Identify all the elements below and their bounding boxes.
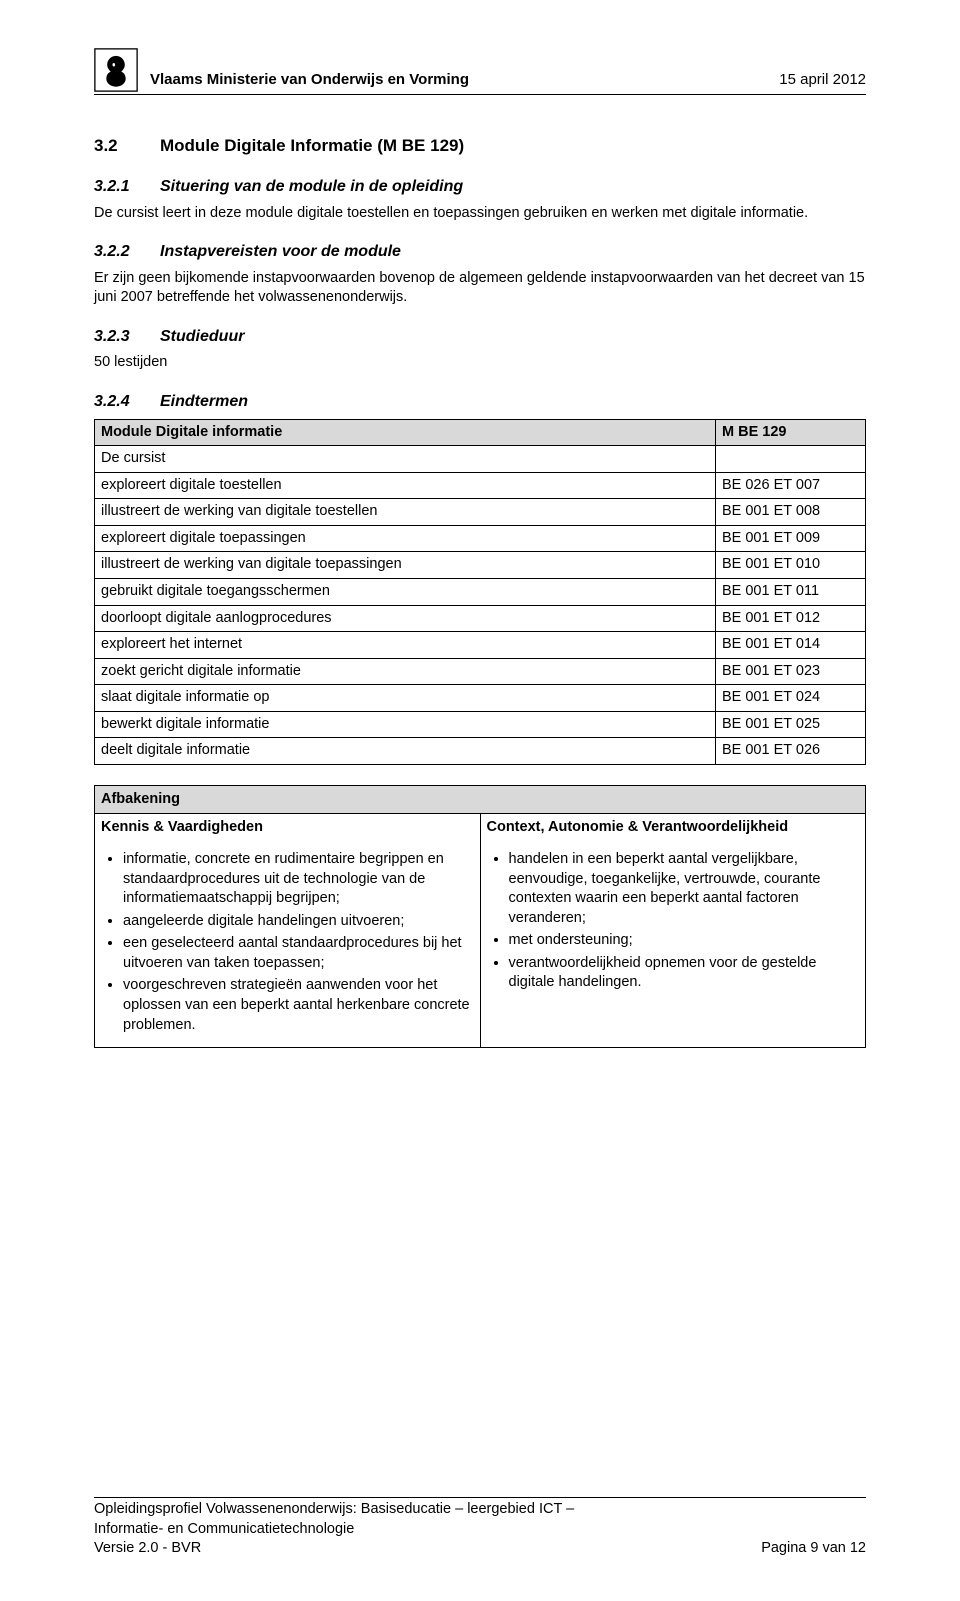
subsection-title: Situering van de module in de opleiding	[160, 176, 463, 198]
table-header-module: Module Digitale informatie	[95, 419, 716, 446]
table-cell-text: gebruikt digitale toegangsschermen	[95, 578, 716, 605]
table-row: zoekt gericht digitale informatieBE 001 …	[95, 658, 866, 685]
footer-line2: Informatie- en Communicatietechnologie	[94, 1520, 866, 1540]
table-cell-code: BE 001 ET 008	[716, 499, 866, 526]
subsection-title: Instapvereisten voor de module	[160, 241, 401, 263]
table-row: slaat digitale informatie opBE 001 ET 02…	[95, 685, 866, 712]
table-cell-text: zoekt gericht digitale informatie	[95, 658, 716, 685]
table-subheader: De cursist	[95, 446, 716, 473]
table-cell-text: exploreert digitale toestellen	[95, 472, 716, 499]
subsection-heading: 3.2.2 Instapvereisten voor de module	[94, 241, 866, 263]
table-cell-text: deelt digitale informatie	[95, 738, 716, 765]
footer-version: Versie 2.0 - BVR	[94, 1539, 201, 1559]
table-cell-code: BE 001 ET 025	[716, 711, 866, 738]
table-row: bewerkt digitale informatieBE 001 ET 025	[95, 711, 866, 738]
table-cell-code: BE 001 ET 010	[716, 552, 866, 579]
list-item: aangeleerde digitale handelingen uitvoer…	[123, 912, 474, 932]
subsection-number: 3.2.1	[94, 176, 142, 198]
header-date: 15 april 2012	[779, 70, 866, 92]
afbakening-left-header: Kennis & Vaardigheden	[101, 819, 263, 835]
context-list: handelen in een beperkt aantal vergelijk…	[487, 850, 860, 993]
afbakening-table: Afbakening Kennis & Vaardigheden Context…	[94, 785, 866, 1048]
page-footer: Opleidingsprofiel Volwassenenonderwijs: …	[94, 1497, 866, 1559]
list-item: verantwoordelijkheid opnemen voor de ges…	[509, 954, 860, 993]
table-row: deelt digitale informatieBE 001 ET 026	[95, 738, 866, 765]
table-cell-text: exploreert digitale toepassingen	[95, 525, 716, 552]
afbakening-right-header: Context, Autonomie & Verantwoordelijkhei…	[487, 819, 789, 835]
subsection-title: Eindtermen	[160, 391, 248, 413]
afbakening-title: Afbakening	[95, 785, 866, 814]
table-cell-text: illustreert de werking van digitale toes…	[95, 499, 716, 526]
table-row: exploreert het internetBE 001 ET 014	[95, 632, 866, 659]
table-cell-text: exploreert het internet	[95, 632, 716, 659]
kennis-list: informatie, concrete en rudimentaire beg…	[101, 850, 474, 1035]
table-cell-text: doorloopt digitale aanlogprocedures	[95, 605, 716, 632]
table-row: illustreert de werking van digitale toes…	[95, 499, 866, 526]
list-item: informatie, concrete en rudimentaire beg…	[123, 850, 474, 909]
section-heading: 3.2 Module Digitale Informatie (M BE 129…	[94, 135, 866, 158]
subsection-number: 3.2.2	[94, 241, 142, 263]
table-row: exploreert digitale toepassingenBE 001 E…	[95, 525, 866, 552]
table-cell-code: BE 001 ET 012	[716, 605, 866, 632]
table-cell-text: illustreert de werking van digitale toep…	[95, 552, 716, 579]
table-cell-text: slaat digitale informatie op	[95, 685, 716, 712]
paragraph: De cursist leert in deze module digitale…	[94, 204, 866, 224]
page-header: Vlaams Ministerie van Onderwijs en Vormi…	[94, 48, 866, 95]
subsection-number: 3.2.4	[94, 391, 142, 413]
table-cell-code: BE 001 ET 014	[716, 632, 866, 659]
subsection-number: 3.2.3	[94, 326, 142, 348]
subsection-heading: 3.2.3 Studieduur	[94, 326, 866, 348]
table-cell-code: BE 001 ET 026	[716, 738, 866, 765]
list-item: een geselecteerd aantal standaardprocedu…	[123, 934, 474, 973]
header-ministry: Vlaams Ministerie van Onderwijs en Vormi…	[150, 70, 469, 92]
table-row: gebruikt digitale toegangsschermenBE 001…	[95, 578, 866, 605]
table-cell-code: BE 001 ET 024	[716, 685, 866, 712]
table-cell-text: bewerkt digitale informatie	[95, 711, 716, 738]
list-item: handelen in een beperkt aantal vergelijk…	[509, 850, 860, 928]
table-header-code: M BE 129	[716, 419, 866, 446]
paragraph: 50 lestijden	[94, 353, 866, 373]
table-cell-code: BE 001 ET 009	[716, 525, 866, 552]
table-row: doorloopt digitale aanlogproceduresBE 00…	[95, 605, 866, 632]
subsection-heading: 3.2.1 Situering van de module in de ople…	[94, 176, 866, 198]
paragraph: Er zijn geen bijkomende instapvoorwaarde…	[94, 269, 866, 308]
flanders-lion-icon	[94, 48, 138, 92]
list-item: voorgeschreven strategieën aanwenden voo…	[123, 976, 474, 1035]
table-cell-code: BE 001 ET 011	[716, 578, 866, 605]
table-row: illustreert de werking van digitale toep…	[95, 552, 866, 579]
subsection-title: Studieduur	[160, 326, 244, 348]
table-row: exploreert digitale toestellenBE 026 ET …	[95, 472, 866, 499]
section-number: 3.2	[94, 135, 142, 158]
table-cell-code: BE 026 ET 007	[716, 472, 866, 499]
table-cell-code: BE 001 ET 023	[716, 658, 866, 685]
subsection-heading: 3.2.4 Eindtermen	[94, 391, 866, 413]
eindtermen-table: Module Digitale informatie M BE 129 De c…	[94, 419, 866, 765]
table-cell	[716, 446, 866, 473]
footer-page: Pagina 9 van 12	[761, 1539, 866, 1559]
list-item: met ondersteuning;	[509, 931, 860, 951]
section-title: Module Digitale Informatie (M BE 129)	[160, 135, 464, 158]
footer-line1: Opleidingsprofiel Volwassenenonderwijs: …	[94, 1500, 866, 1520]
